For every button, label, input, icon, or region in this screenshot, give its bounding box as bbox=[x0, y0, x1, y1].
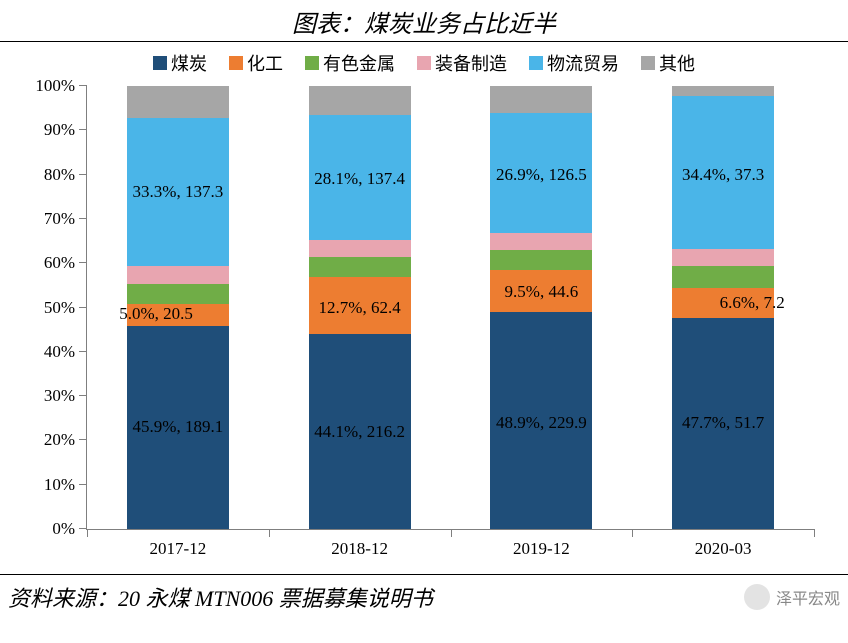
chart-area: 0%10%20%30%40%50%60%70%80%90%100%2017-12… bbox=[24, 80, 824, 570]
legend-swatch bbox=[417, 56, 431, 70]
y-tick bbox=[79, 528, 87, 529]
data-label: 34.4%, 37.3 bbox=[682, 165, 764, 185]
legend-swatch bbox=[153, 56, 167, 70]
legend-label: 物流贸易 bbox=[547, 50, 619, 76]
legend: 煤炭 化工 有色金属 装备制造 物流贸易 其他 bbox=[0, 42, 848, 80]
y-tick bbox=[79, 218, 87, 219]
bar-group bbox=[490, 86, 592, 529]
data-label: 5.0%, 20.5 bbox=[119, 304, 193, 324]
x-tick bbox=[451, 529, 452, 537]
plot-area: 0%10%20%30%40%50%60%70%80%90%100%2017-12… bbox=[86, 86, 814, 530]
bar-segment bbox=[309, 240, 411, 258]
legend-swatch bbox=[305, 56, 319, 70]
x-label: 2018-12 bbox=[331, 539, 388, 559]
legend-label: 煤炭 bbox=[171, 50, 207, 76]
y-label: 100% bbox=[35, 76, 75, 96]
legend-label: 其他 bbox=[659, 50, 695, 76]
y-label: 80% bbox=[44, 165, 75, 185]
legend-item: 化工 bbox=[229, 50, 283, 76]
y-label: 50% bbox=[44, 298, 75, 318]
data-label: 48.9%, 229.9 bbox=[496, 413, 587, 433]
y-tick bbox=[79, 174, 87, 175]
bar-segment bbox=[490, 233, 592, 251]
source-bar: 资料来源：20 永煤 MTN006 票据募集说明书 泽平宏观 bbox=[0, 574, 848, 613]
bar-segment bbox=[127, 86, 229, 118]
bar-segment bbox=[672, 249, 774, 267]
legend-label: 有色金属 bbox=[323, 50, 395, 76]
x-label: 2020-03 bbox=[695, 539, 752, 559]
chart-title: 图表：煤炭业务占比近半 bbox=[292, 12, 556, 38]
x-tick bbox=[814, 529, 815, 537]
bar-segment bbox=[672, 266, 774, 288]
bar-segment bbox=[490, 250, 592, 270]
y-label: 30% bbox=[44, 386, 75, 406]
y-label: 70% bbox=[44, 209, 75, 229]
x-label: 2017-12 bbox=[150, 539, 207, 559]
bar-segment bbox=[127, 266, 229, 284]
data-label: 6.6%, 7.2 bbox=[720, 293, 785, 313]
x-tick bbox=[269, 529, 270, 537]
y-tick bbox=[79, 129, 87, 130]
legend-item: 装备制造 bbox=[417, 50, 507, 76]
data-label: 33.3%, 137.3 bbox=[133, 182, 224, 202]
data-label: 9.5%, 44.6 bbox=[505, 282, 579, 302]
legend-item: 物流贸易 bbox=[529, 50, 619, 76]
legend-label: 化工 bbox=[247, 50, 283, 76]
data-label: 45.9%, 189.1 bbox=[133, 417, 224, 437]
y-label: 10% bbox=[44, 475, 75, 495]
y-tick bbox=[79, 351, 87, 352]
y-label: 60% bbox=[44, 253, 75, 273]
legend-swatch bbox=[229, 56, 243, 70]
legend-label: 装备制造 bbox=[435, 50, 507, 76]
bar-segment bbox=[490, 86, 592, 113]
y-tick bbox=[79, 262, 87, 263]
y-label: 20% bbox=[44, 430, 75, 450]
bar-segment bbox=[309, 257, 411, 277]
y-tick bbox=[79, 85, 87, 86]
legend-swatch bbox=[529, 56, 543, 70]
data-label: 47.7%, 51.7 bbox=[682, 413, 764, 433]
y-tick bbox=[79, 395, 87, 396]
y-tick bbox=[79, 307, 87, 308]
bar-segment bbox=[672, 86, 774, 96]
y-label: 0% bbox=[52, 519, 75, 539]
wechat-icon bbox=[744, 584, 770, 610]
chart-title-bar: 图表：煤炭业务占比近半 bbox=[0, 0, 848, 42]
legend-item: 其他 bbox=[641, 50, 695, 76]
legend-item: 煤炭 bbox=[153, 50, 207, 76]
source-text: 资料来源：20 永煤 MTN006 票据募集说明书 bbox=[8, 581, 433, 613]
y-label: 40% bbox=[44, 342, 75, 362]
y-tick bbox=[79, 484, 87, 485]
x-label: 2019-12 bbox=[513, 539, 570, 559]
watermark: 泽平宏观 bbox=[744, 584, 840, 610]
data-label: 28.1%, 137.4 bbox=[314, 169, 405, 189]
bar-segment bbox=[309, 86, 411, 115]
x-tick bbox=[87, 529, 88, 537]
data-label: 26.9%, 126.5 bbox=[496, 165, 587, 185]
legend-item: 有色金属 bbox=[305, 50, 395, 76]
watermark-text: 泽平宏观 bbox=[776, 585, 840, 609]
legend-swatch bbox=[641, 56, 655, 70]
y-tick bbox=[79, 439, 87, 440]
x-tick bbox=[632, 529, 633, 537]
y-label: 90% bbox=[44, 120, 75, 140]
data-label: 12.7%, 62.4 bbox=[319, 298, 401, 318]
data-label: 44.1%, 216.2 bbox=[314, 422, 405, 442]
bar-segment bbox=[127, 284, 229, 304]
